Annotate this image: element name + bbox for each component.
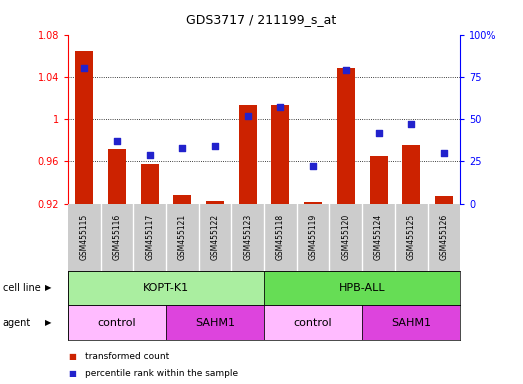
- Text: ■: ■: [68, 352, 76, 361]
- Text: agent: agent: [3, 318, 31, 328]
- Text: GSM455123: GSM455123: [243, 214, 252, 260]
- Point: [178, 145, 187, 151]
- Text: ▶: ▶: [45, 318, 51, 327]
- Bar: [435, 196, 453, 204]
- Text: GSM455117: GSM455117: [145, 214, 154, 260]
- Bar: [362, 305, 460, 340]
- Text: GSM455121: GSM455121: [178, 214, 187, 260]
- Bar: [108, 149, 126, 204]
- Bar: [75, 51, 93, 204]
- Point: [113, 138, 121, 144]
- Text: GSM455120: GSM455120: [342, 214, 350, 260]
- Point: [342, 67, 350, 73]
- Text: GSM455116: GSM455116: [112, 214, 121, 260]
- Point: [407, 121, 415, 127]
- Text: transformed count: transformed count: [85, 352, 169, 361]
- Text: GDS3717 / 211199_s_at: GDS3717 / 211199_s_at: [186, 13, 337, 26]
- Point: [244, 113, 252, 119]
- Bar: [370, 156, 388, 204]
- Text: GSM455119: GSM455119: [309, 214, 317, 260]
- Text: control: control: [98, 318, 137, 328]
- Point: [309, 163, 317, 169]
- Bar: [264, 271, 460, 305]
- Text: GSM455115: GSM455115: [80, 214, 89, 260]
- Text: KOPT-K1: KOPT-K1: [143, 283, 189, 293]
- Bar: [68, 271, 264, 305]
- Text: HPB-ALL: HPB-ALL: [339, 283, 385, 293]
- Point: [440, 150, 448, 156]
- Text: GSM455118: GSM455118: [276, 214, 285, 260]
- Text: ▶: ▶: [45, 283, 51, 293]
- Text: GSM455122: GSM455122: [211, 214, 220, 260]
- Bar: [206, 201, 224, 204]
- Bar: [264, 305, 362, 340]
- Bar: [304, 202, 322, 204]
- Bar: [166, 305, 264, 340]
- Text: percentile rank within the sample: percentile rank within the sample: [85, 369, 238, 378]
- Bar: [174, 195, 191, 204]
- Point: [211, 143, 219, 149]
- Point: [374, 129, 383, 136]
- Text: ■: ■: [68, 369, 76, 378]
- Text: GSM455126: GSM455126: [439, 214, 448, 260]
- Text: SAHM1: SAHM1: [391, 318, 431, 328]
- Text: GSM455124: GSM455124: [374, 214, 383, 260]
- Bar: [239, 105, 257, 204]
- Bar: [337, 68, 355, 204]
- Text: GSM455125: GSM455125: [407, 214, 416, 260]
- Text: SAHM1: SAHM1: [195, 318, 235, 328]
- Text: cell line: cell line: [3, 283, 40, 293]
- Bar: [68, 305, 166, 340]
- Point: [276, 104, 285, 110]
- Text: control: control: [294, 318, 333, 328]
- Bar: [402, 146, 420, 204]
- Point: [145, 151, 154, 157]
- Bar: [141, 164, 158, 204]
- Point: [80, 65, 88, 71]
- Bar: [271, 105, 289, 204]
